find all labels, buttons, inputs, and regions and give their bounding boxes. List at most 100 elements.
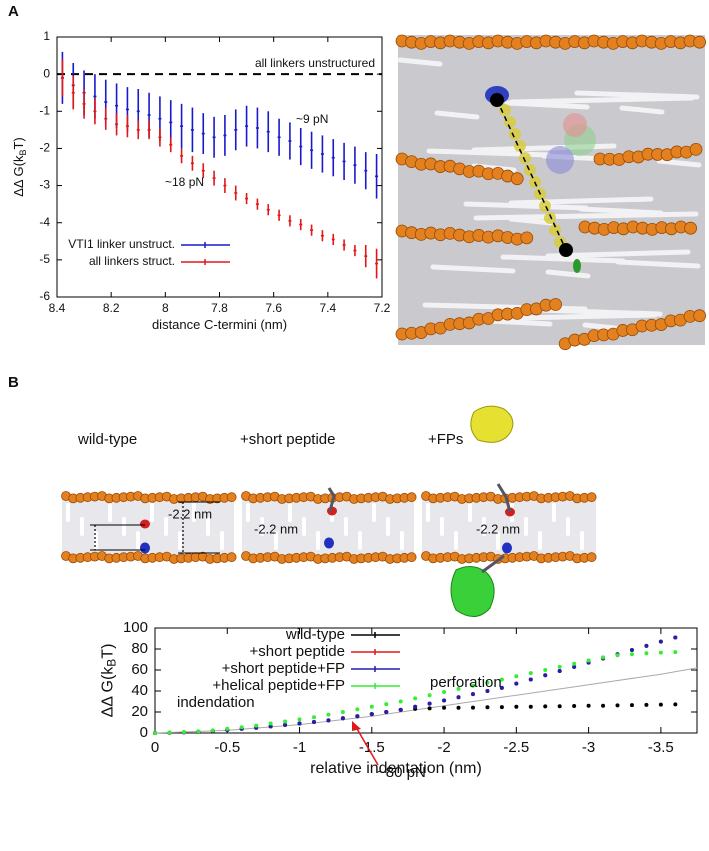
x-tick-label: 8.4 [49, 301, 66, 315]
lipid-head [520, 231, 534, 245]
point [196, 729, 201, 734]
lipid-tail [619, 105, 665, 115]
plot-frame [154, 627, 698, 734]
peptide [519, 152, 531, 164]
point [369, 704, 374, 709]
lipid-tail [545, 249, 691, 259]
legend-label: +short peptide [250, 643, 346, 660]
point [413, 704, 418, 709]
c-terminus [559, 243, 573, 257]
point [268, 721, 273, 726]
point [543, 668, 548, 672]
green-fp [450, 566, 495, 617]
x-axis-label: relative indentation (nm) [310, 760, 482, 777]
x-tick-label: 7.4 [319, 301, 336, 315]
panel-label: B [8, 374, 19, 391]
point [470, 705, 475, 710]
point [427, 693, 432, 698]
point [181, 730, 186, 735]
x-tick-label: 7.8 [211, 301, 228, 315]
point [528, 671, 533, 676]
annotation: all linkers unstructured [255, 56, 375, 70]
x-tick-label: -2 [437, 739, 450, 756]
point [615, 653, 620, 658]
x-tick-label: 8 [162, 301, 169, 315]
point [586, 658, 591, 663]
point [557, 704, 562, 709]
point [470, 683, 475, 688]
y-tick-label: 1 [43, 29, 50, 43]
point [629, 703, 634, 708]
point [673, 635, 678, 640]
point [485, 689, 490, 693]
y-tick-label: -5 [39, 252, 50, 266]
point [225, 726, 230, 731]
blue-residue [140, 542, 150, 554]
y-tick-label: -3 [39, 178, 50, 192]
point [268, 724, 273, 729]
depth-label: -2.2 nm [254, 521, 298, 536]
lipid-tail [509, 95, 695, 105]
lipid-head [693, 35, 706, 49]
y-tick-label: 0 [140, 724, 148, 741]
annotation: perforation [430, 674, 502, 691]
y-axis-label-part: B [105, 659, 119, 667]
y-tick-label: -6 [39, 289, 50, 303]
point [485, 680, 490, 685]
point [355, 714, 360, 719]
peptide [563, 113, 587, 137]
y-axis-label: ΔΔ G(kBT) [100, 644, 119, 718]
y-axis-label-part: T) [11, 137, 26, 149]
peptide [539, 200, 551, 212]
x-tick-label: 7.6 [265, 301, 282, 315]
point [499, 677, 504, 682]
point [311, 715, 316, 720]
annotation-arrowhead [352, 721, 361, 731]
y-axis-label-part: B [18, 150, 28, 156]
legend-label: VTI1 linker unstruct. [68, 237, 175, 251]
point [355, 707, 360, 712]
legend-label: all linkers struct. [89, 254, 175, 268]
annotation: ~80 pN [377, 764, 426, 781]
lipid-tail [574, 90, 700, 100]
lipid-tail [545, 269, 591, 279]
point [644, 651, 649, 656]
lipid-head [226, 552, 237, 563]
lipid-tail [463, 201, 589, 211]
depth-label: -2.2 nm [476, 521, 520, 536]
y-axis-label-part: T) [100, 644, 117, 659]
point [398, 707, 403, 712]
point [340, 710, 345, 714]
lipid-tail [508, 196, 654, 206]
point [485, 705, 490, 710]
simulation-image [398, 35, 705, 345]
y-tick-label: 20 [131, 703, 148, 720]
point [283, 722, 288, 727]
point [384, 702, 389, 707]
point [413, 696, 418, 701]
peptide [524, 164, 536, 176]
peptide [496, 483, 512, 513]
point [629, 648, 634, 653]
point [514, 681, 519, 686]
point [528, 677, 533, 682]
annotation: ~9 pN [296, 112, 328, 126]
point [658, 650, 663, 655]
point [629, 652, 634, 657]
point [572, 664, 577, 669]
point [514, 704, 519, 709]
point [644, 643, 649, 648]
point [297, 717, 302, 722]
y-tick-label: 100 [123, 619, 148, 636]
x-tick-label: 8.2 [103, 301, 120, 315]
y-axis-label: ΔΔ G(kBT) [11, 137, 28, 197]
point [398, 699, 403, 704]
peptide [327, 487, 336, 512]
legend-label: wild-type [285, 626, 345, 643]
lipid-head [586, 492, 597, 503]
y-tick-label: -4 [39, 215, 50, 229]
point [311, 719, 316, 724]
x-tick-label: -1 [293, 739, 306, 756]
lipid-head [406, 552, 417, 563]
x-tick-label: 7.2 [374, 301, 391, 315]
